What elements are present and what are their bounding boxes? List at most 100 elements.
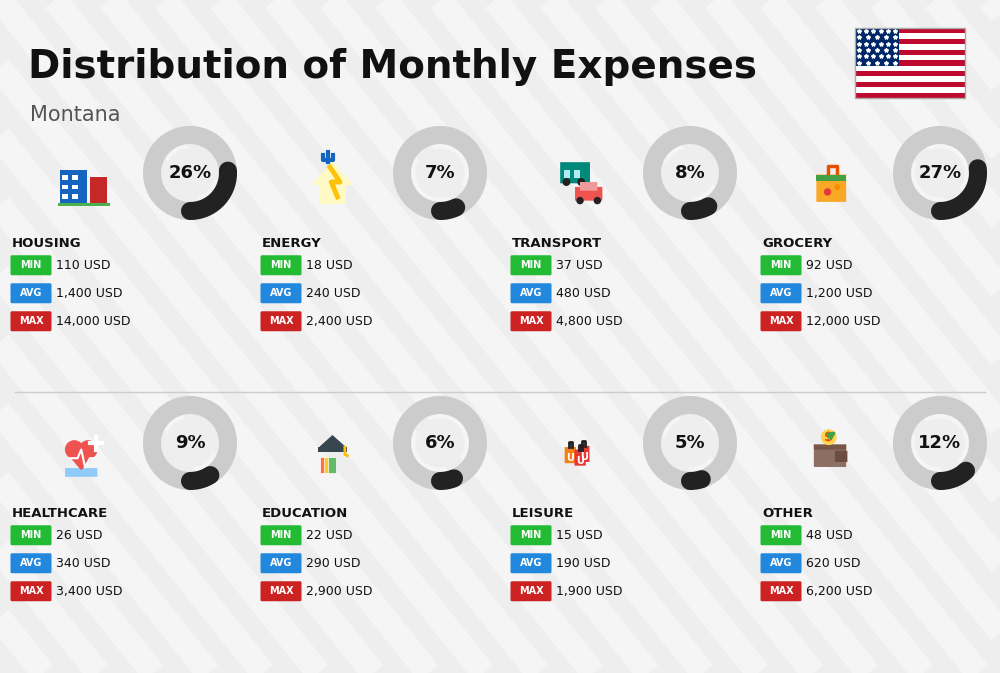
Text: AVG: AVG [770, 558, 792, 568]
Bar [60, 170, 87, 205]
Circle shape [824, 188, 831, 196]
FancyBboxPatch shape [814, 445, 846, 467]
Bar [855, 34, 965, 39]
Text: 6%: 6% [425, 434, 455, 452]
Text: 12%: 12% [918, 434, 962, 452]
Text: 2,900 USD: 2,900 USD [306, 585, 372, 598]
Text: MAX: MAX [19, 316, 43, 326]
Text: 12,000 USD: 12,000 USD [806, 315, 881, 328]
Bar [855, 50, 965, 55]
Circle shape [577, 178, 585, 186]
Circle shape [165, 148, 215, 198]
Bar [72, 184, 78, 190]
Text: MAX: MAX [19, 586, 43, 596]
Text: MIN: MIN [270, 530, 292, 540]
Circle shape [821, 429, 837, 445]
Text: MAX: MAX [269, 316, 293, 326]
Text: HEALTHCARE: HEALTHCARE [12, 507, 108, 520]
Text: MIN: MIN [20, 530, 42, 540]
Text: 37 USD: 37 USD [556, 258, 603, 272]
Text: 7%: 7% [425, 164, 455, 182]
Text: $: $ [824, 431, 833, 444]
Text: 8%: 8% [675, 164, 705, 182]
FancyBboxPatch shape [814, 445, 846, 450]
Text: U: U [580, 452, 588, 462]
Text: AVG: AVG [20, 288, 42, 298]
Polygon shape [66, 452, 96, 469]
Bar [564, 170, 570, 178]
Text: Distribution of Monthly Expenses: Distribution of Monthly Expenses [28, 48, 757, 86]
FancyBboxPatch shape [761, 525, 802, 545]
Bar [319, 184, 346, 204]
FancyBboxPatch shape [560, 162, 590, 183]
Bar [574, 170, 580, 178]
FancyBboxPatch shape [575, 187, 602, 201]
Text: 92 USD: 92 USD [806, 258, 852, 272]
FancyBboxPatch shape [761, 255, 802, 275]
Text: 26 USD: 26 USD [56, 529, 103, 542]
Text: LEISURE: LEISURE [512, 507, 574, 520]
Bar [318, 447, 347, 452]
FancyBboxPatch shape [511, 581, 552, 601]
FancyBboxPatch shape [260, 553, 302, 573]
Text: U: U [576, 456, 584, 466]
Text: 290 USD: 290 USD [306, 557, 360, 570]
Text: MAX: MAX [519, 316, 543, 326]
FancyBboxPatch shape [565, 447, 576, 463]
FancyBboxPatch shape [10, 525, 52, 545]
Bar [72, 174, 78, 180]
Bar [324, 457, 332, 473]
Text: HOUSING: HOUSING [12, 237, 82, 250]
Text: Montana: Montana [30, 105, 120, 125]
Text: MIN: MIN [520, 260, 542, 271]
Text: 1,900 USD: 1,900 USD [556, 585, 622, 598]
FancyBboxPatch shape [578, 446, 589, 462]
Circle shape [834, 184, 840, 190]
Text: MAX: MAX [769, 316, 793, 326]
Bar [855, 77, 965, 82]
Circle shape [562, 178, 570, 186]
Bar [62, 194, 68, 199]
Text: 14,000 USD: 14,000 USD [56, 315, 130, 328]
Text: 27%: 27% [918, 164, 962, 182]
FancyBboxPatch shape [580, 182, 597, 190]
FancyBboxPatch shape [835, 451, 847, 462]
Text: AVG: AVG [520, 288, 542, 298]
FancyBboxPatch shape [761, 553, 802, 573]
Bar [816, 174, 846, 181]
Text: ENERGY: ENERGY [262, 237, 322, 250]
FancyBboxPatch shape [10, 581, 52, 601]
Text: 190 USD: 190 USD [556, 557, 610, 570]
Text: 5%: 5% [675, 434, 705, 452]
FancyBboxPatch shape [761, 581, 802, 601]
Bar [328, 457, 336, 473]
Text: 9%: 9% [175, 434, 205, 452]
Circle shape [165, 419, 215, 468]
Bar [855, 66, 965, 71]
Text: AVG: AVG [520, 558, 542, 568]
FancyBboxPatch shape [511, 283, 552, 304]
Text: MIN: MIN [770, 260, 792, 271]
Circle shape [915, 419, 965, 468]
Text: MIN: MIN [770, 530, 792, 540]
Text: 1,400 USD: 1,400 USD [56, 287, 122, 299]
Text: MIN: MIN [270, 260, 292, 271]
FancyBboxPatch shape [816, 174, 846, 202]
FancyBboxPatch shape [10, 311, 52, 331]
Text: OTHER: OTHER [762, 507, 813, 520]
Bar [62, 174, 68, 180]
Bar [855, 93, 965, 98]
FancyBboxPatch shape [260, 283, 302, 304]
FancyBboxPatch shape [10, 283, 52, 304]
Bar [62, 184, 68, 190]
Text: GROCERY: GROCERY [762, 237, 832, 250]
Text: 3,400 USD: 3,400 USD [56, 585, 122, 598]
FancyBboxPatch shape [511, 255, 552, 275]
Text: 22 USD: 22 USD [306, 529, 352, 542]
Text: AVG: AVG [20, 558, 42, 568]
Bar [58, 203, 110, 205]
Text: 620 USD: 620 USD [806, 557, 860, 570]
Bar [72, 194, 78, 199]
Text: EDUCATION: EDUCATION [262, 507, 348, 520]
Text: 18 USD: 18 USD [306, 258, 353, 272]
